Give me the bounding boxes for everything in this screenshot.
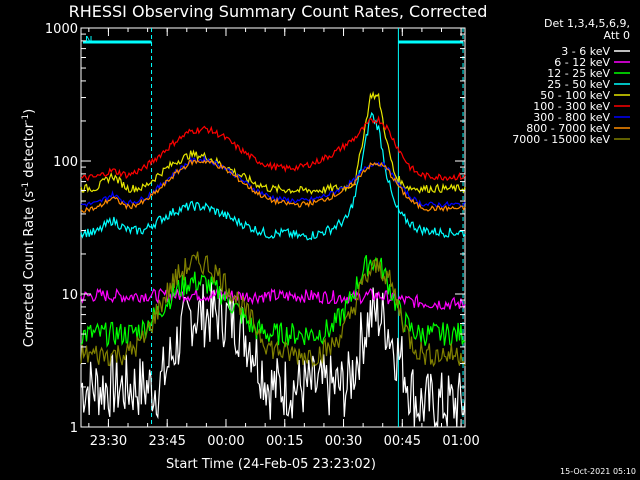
y-axis: 1 10 100 1000 (45, 22, 465, 436)
x-tick-label: 00:15 (266, 434, 303, 449)
x-tick-label: 00:30 (325, 434, 362, 449)
legend-label: 6 - 12 keV (554, 56, 610, 69)
y-label-sup1: -1 (21, 182, 31, 191)
x-tick-label: 00:45 (384, 434, 421, 449)
legend-label: 12 - 25 keV (547, 67, 610, 80)
y-label-sup2: -1 (21, 114, 31, 123)
series-line-25-50-kev (80, 111, 466, 241)
series-line-100-300-kev (80, 115, 466, 182)
x-axis-label: Start Time (24-Feb-05 23:23:02) (166, 457, 376, 472)
series-line-3-6-kev (80, 281, 466, 428)
series-line-7000-15000-kev (80, 251, 466, 368)
y-tick-label: 100 (53, 155, 78, 170)
x-axis: 23:30 23:45 00:00 00:15 00:30 00:45 01:00 (88, 28, 480, 449)
footer-date: 15-Oct-2021 05:10 (560, 467, 636, 476)
legend-label: 7000 - 15000 keV (512, 133, 610, 146)
legend-header-line2: Att 0 (604, 29, 630, 42)
legend-label: 50 - 100 keV (540, 89, 610, 102)
y-label-part3: ) (22, 109, 37, 114)
y-axis-label: Corrected Count Rate (s-1 detector-1) (21, 109, 37, 347)
legend-label: 25 - 50 keV (547, 78, 610, 91)
y-tick-label: 10 (61, 288, 78, 303)
y-tick-label: 1000 (45, 22, 78, 37)
chart-title: RHESSI Observing Summary Count Rates, Co… (69, 2, 488, 21)
legend-label: 100 - 300 keV (533, 100, 610, 113)
x-tick-label: 23:30 (90, 434, 127, 449)
series-line-6-12-kev (80, 287, 466, 311)
y-label-part2: detector (22, 122, 37, 182)
plot-frame (80, 27, 466, 428)
legend-label: 300 - 800 keV (533, 111, 610, 124)
x-tick-label: 01:00 (442, 434, 479, 449)
legend-label: 3 - 6 keV (561, 45, 610, 58)
series-group (80, 90, 466, 428)
legend-label: 800 - 7000 keV (526, 122, 610, 135)
series-line-800-7000-kev (80, 159, 466, 213)
x-tick-label: 23:45 (148, 434, 185, 449)
annotation-n-left: N (85, 35, 92, 46)
legend-header-line1: Det 1,3,4,5,6,9, (544, 17, 630, 30)
x-tick-label: 00:00 (207, 434, 244, 449)
series-line-50-100-kev (80, 90, 466, 195)
y-tick-label: 1 (70, 421, 78, 436)
y-label-part1: Corrected Count Rate (s (22, 191, 37, 348)
